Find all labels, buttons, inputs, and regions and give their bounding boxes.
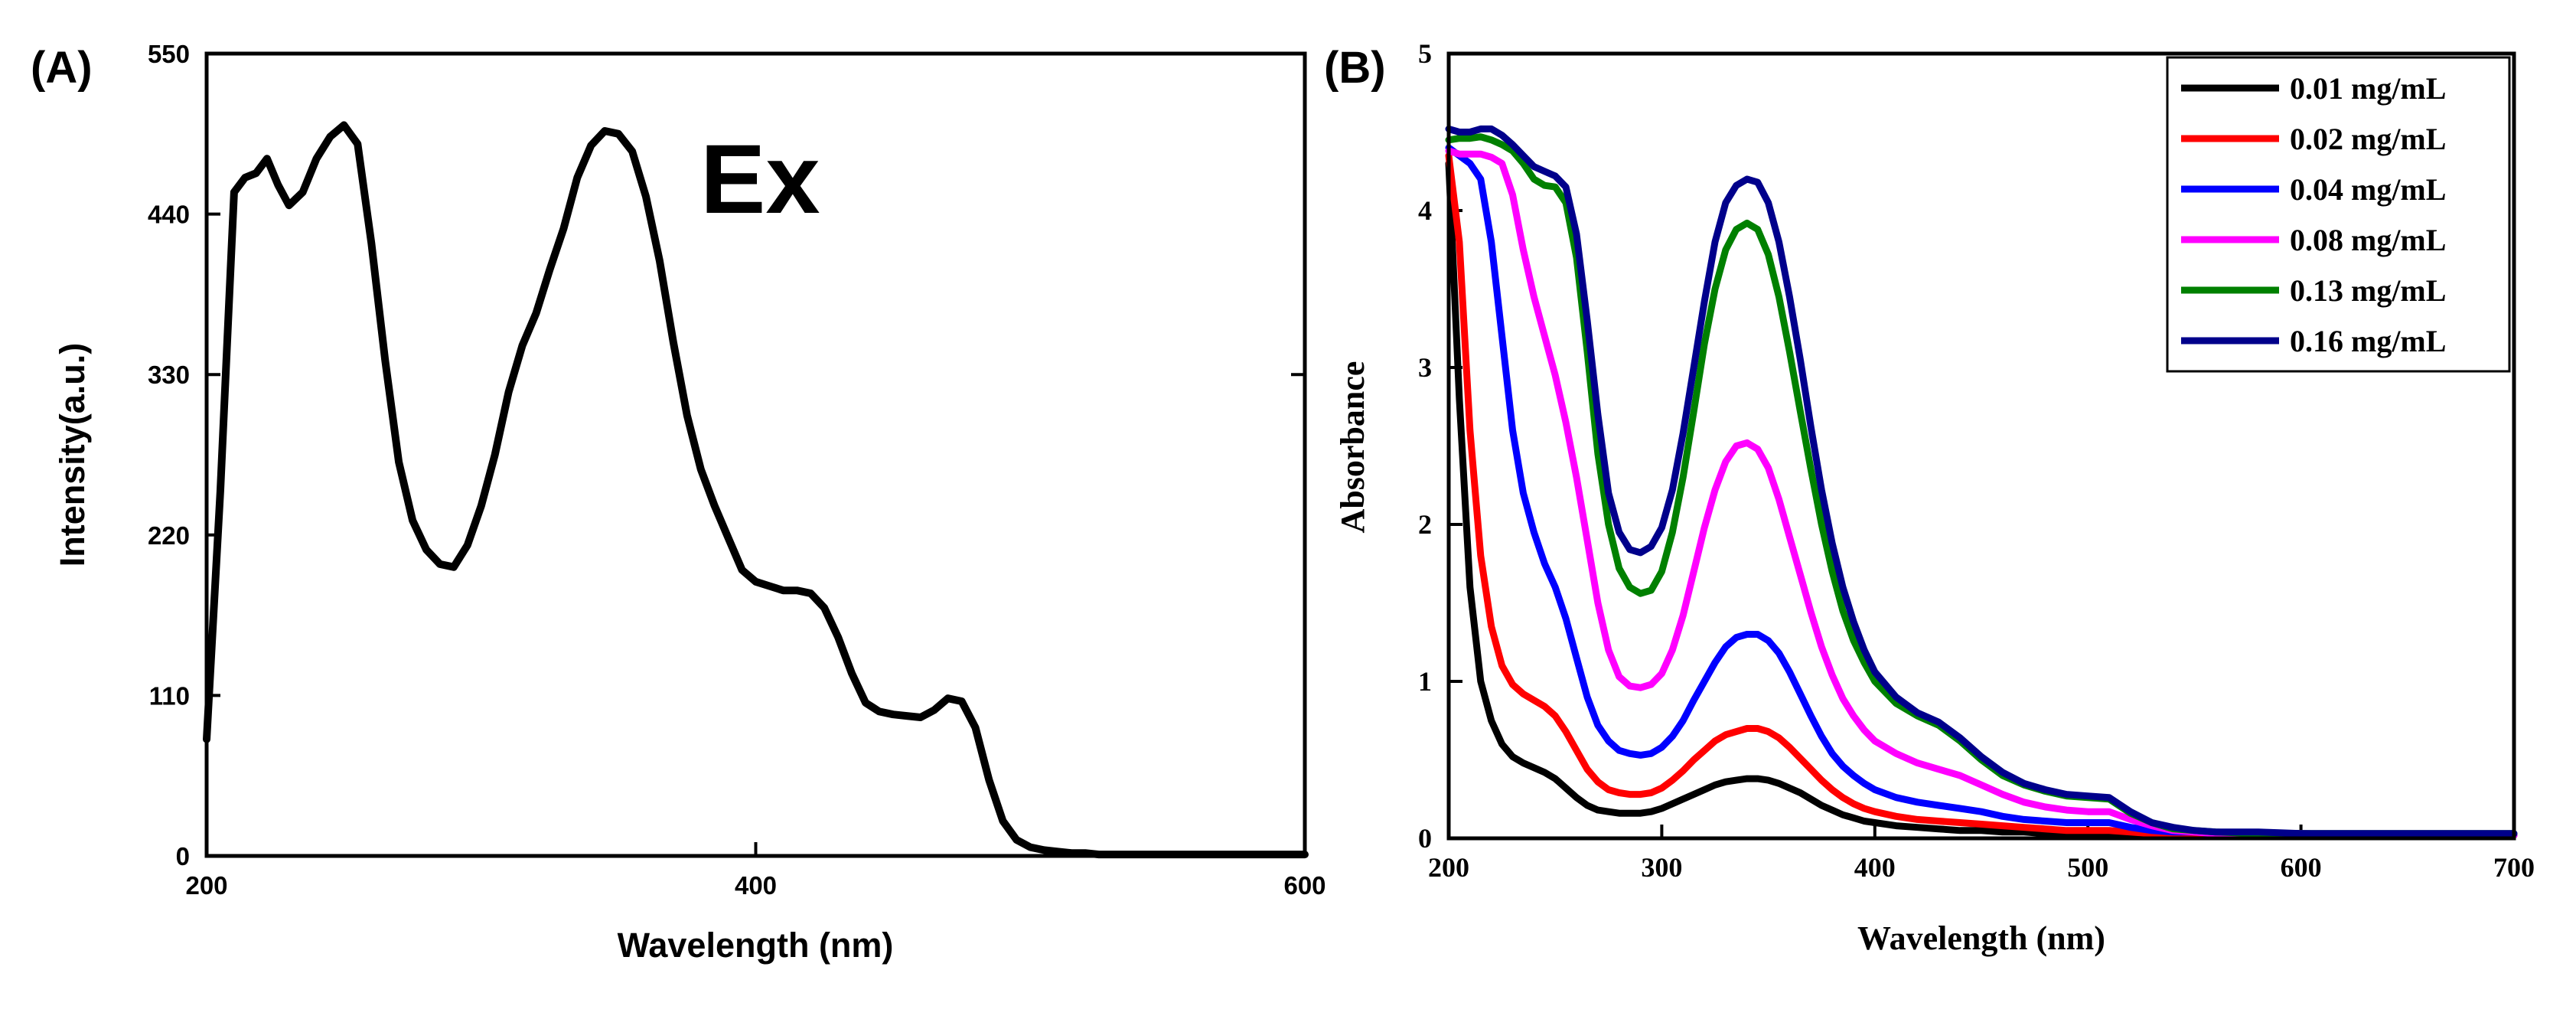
panel-a-y-tick-label: 330	[148, 361, 190, 389]
panel-b-legend: 0.01 mg/mL 0.02 mg/mL 0.04 mg/mL 0.08 mg/mL…	[2166, 56, 2511, 373]
panel-b-series-line-1	[1445, 152, 2518, 839]
panel-a-lines	[203, 121, 1309, 859]
panel-b-series-line-3	[1445, 147, 2518, 839]
panel-b-x-tick-label: 300	[1641, 852, 1682, 883]
panel-b-series-line-5	[1445, 125, 2518, 838]
panel-b-series-line-2	[1445, 144, 2518, 839]
panel-b-y-tick-label: 2	[1418, 509, 1432, 540]
panel-a-x-tick-label: 200	[185, 871, 227, 900]
panel-b-x-tick-label: 600	[2281, 852, 2322, 883]
panel-b-plot-frame	[1446, 51, 2516, 841]
panel-b-x-axis-label: Wavelength (nm)	[1857, 919, 2105, 957]
legend-label-2: 0.04 mg/mL	[2290, 172, 2446, 207]
panel-a-series-line-0	[203, 121, 1309, 859]
panel-b-y-axis-label: Absorbance	[1334, 361, 1371, 534]
legend-label-5: 0.16 mg/mL	[2290, 324, 2446, 358]
panel-a-annotation-ex: Ex	[700, 125, 820, 234]
panel-b-x-tick-label: 200	[1428, 852, 1469, 883]
panel-a-y-tick-label: 440	[148, 201, 190, 229]
panel-a-tick-labels: 200 400 600 0 110 220 330 440 550	[148, 40, 1326, 900]
panel-a-x-axis-label: Wavelength (nm)	[618, 926, 894, 965]
legend-label-4: 0.13 mg/mL	[2290, 273, 2446, 308]
legend-box	[2166, 56, 2511, 373]
legend-label-3: 0.08 mg/mL	[2290, 223, 2446, 257]
panel-a-y-tick-label: 550	[148, 40, 190, 68]
panel-a-label: (A)	[31, 43, 93, 93]
panel-b-x-tick-label: 500	[2067, 852, 2108, 883]
panel-b-y-tick-label: 3	[1418, 352, 1432, 383]
panel-a-y-tick-label: 110	[149, 681, 190, 710]
panel-a-x-tick-label: 400	[735, 871, 777, 900]
panel-a-plot-frame	[204, 51, 1307, 858]
panel-a-x-tick-label: 600	[1283, 871, 1325, 900]
panel-b-tick-labels: 200 300 400 500 600 700 0 1 2 3 4 5	[1418, 38, 2535, 883]
panel-b-y-tick-label: 1	[1418, 666, 1432, 697]
panel-a-y-tick-label: 0	[176, 842, 190, 870]
panel-b-y-tick-label: 4	[1418, 195, 1432, 226]
panel-b-lines	[1445, 125, 2518, 839]
legend-label-1: 0.02 mg/mL	[2290, 122, 2446, 156]
panel-a: (A) 200 400 600 0 110 220 330 440 550 Ex Wavelen…	[31, 40, 1326, 965]
panel-b-x-tick-label: 400	[1854, 852, 1896, 883]
legend-label-0: 0.01 mg/mL	[2290, 71, 2446, 106]
panel-b-y-tick-label: 5	[1418, 38, 1432, 69]
panel-a-y-axis-label: Intensity(a.u.)	[53, 343, 92, 567]
panel-b-y-tick-label: 0	[1418, 823, 1432, 854]
panel-a-y-tick-label: 220	[148, 521, 190, 550]
panel-b-label: (B)	[1324, 43, 1386, 93]
panel-b-x-tick-label: 700	[2493, 852, 2535, 883]
